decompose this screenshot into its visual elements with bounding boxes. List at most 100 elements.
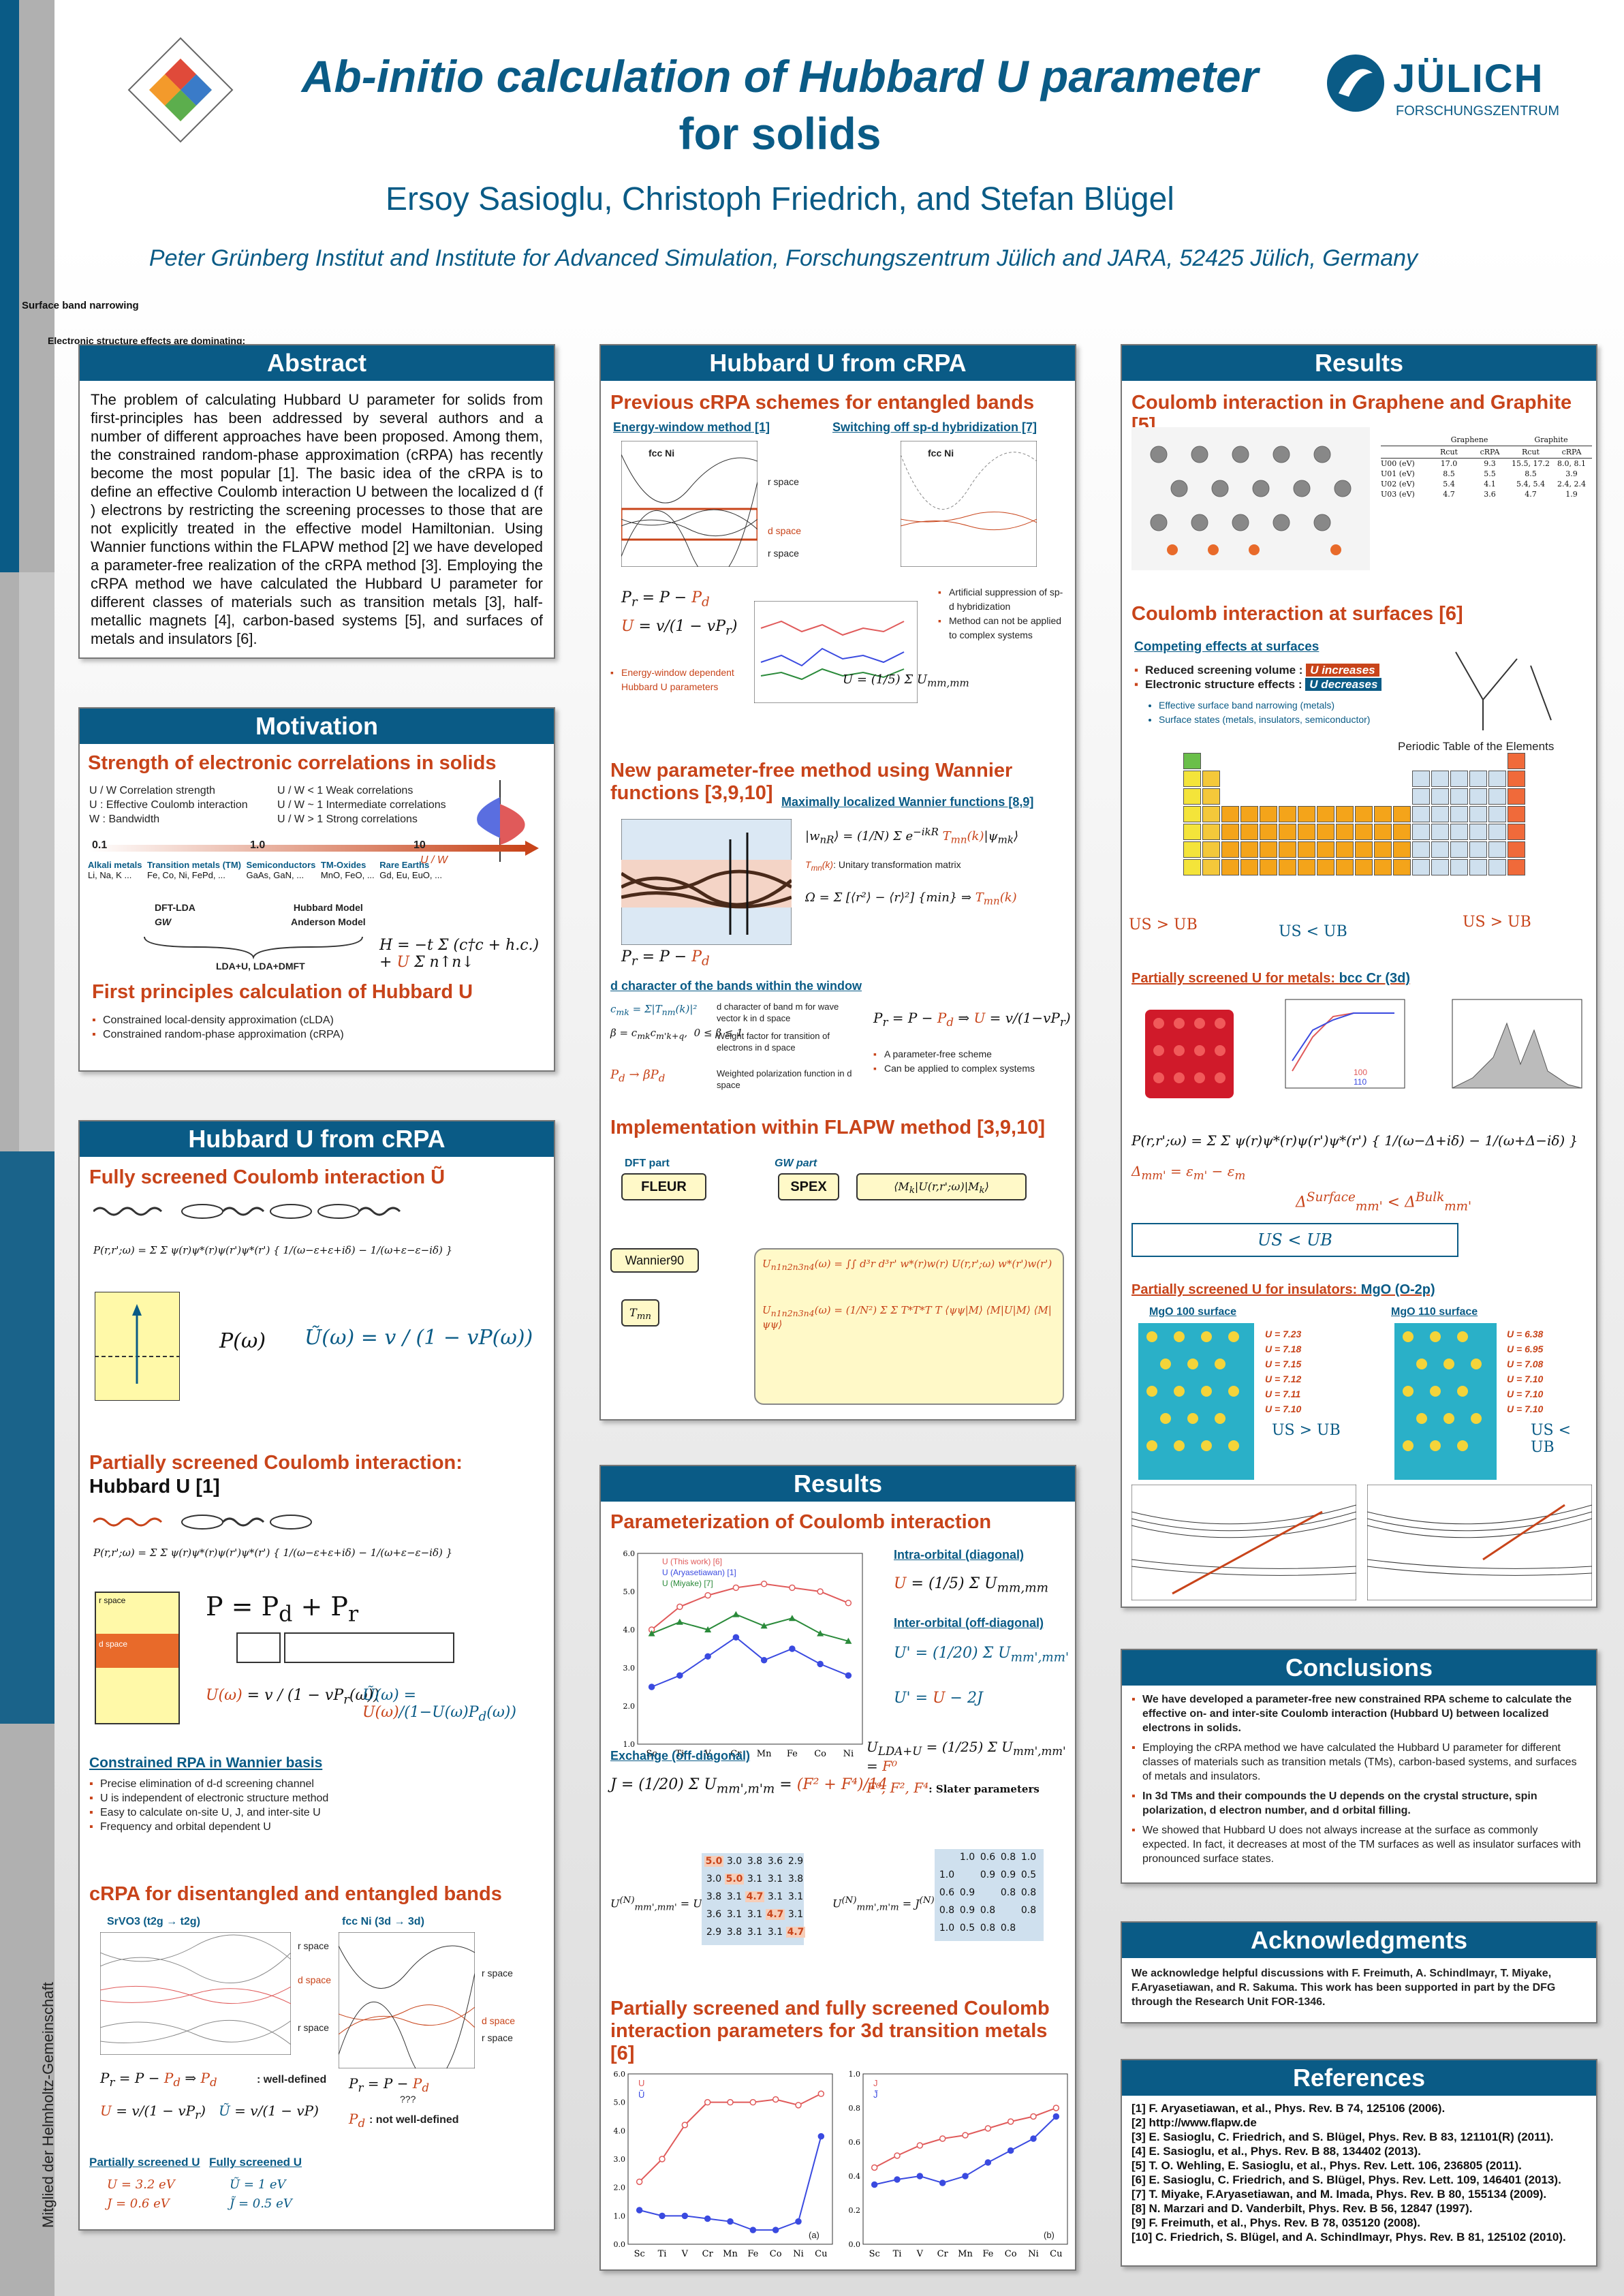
matrix-cell: 0.8 [1020,1887,1037,1898]
element-cell [1355,859,1373,875]
element-cell [1183,841,1201,858]
energy-window-link[interactable]: Energy-window method [1] [613,420,770,434]
data-point [939,2135,946,2142]
references-list: [1] F. Aryasetiawan, et al., Phys. Rev. … [1131,2102,1566,2244]
matrix-cell: 3.0 [726,1856,743,1867]
tm-j-chart-frame [862,2073,1068,2245]
table-cell: 15.5, 17.2 [1512,459,1550,468]
helmholtz-text: Mitglied der Helmholtz-Gemeinschaft [40,1982,57,2228]
matrix-element-box: ⟨Mk|U(r,r';ω)|Mk⟩ [856,1173,1027,1200]
matrix-cell: 3.1 [747,1927,763,1938]
matrix-cell: 0.5 [959,1923,975,1934]
element-cell [1202,771,1220,787]
element-cell [1469,771,1487,787]
juelich-logo-text: JÜLICH [1393,57,1544,101]
motivation-bullets: Constrained local-density approximation … [92,1013,344,1042]
us-lt-ub: US < UB [1279,923,1347,940]
j-matrix: 1.0 0.6 0.8 1.0 1.0 0.9 0.9 0.5 0.6 0.9 0.8 0.8 0.8 0… [935,1849,1044,1941]
element-cell [1431,841,1449,858]
switching-off-link[interactable]: Switching off sp-d hybridization [7] [832,420,1037,434]
pr-eq-2: Pr = P − Pd [621,948,710,969]
us-lt-ub-box: US < UB [1131,1223,1458,1257]
u-avg-eq: U = (1/5) Σ Umm,mm [843,672,969,689]
data-point [962,2173,969,2179]
y-tick-label: 6.0 [623,1549,636,1558]
x-tick-label: Ni [793,2249,804,2259]
srvo3-d-space: d space [298,1974,332,1985]
data-point [648,1684,655,1690]
y-tick-label: 6.0 [614,2070,626,2079]
element-cell [1431,824,1449,840]
y-tick-label: 2.0 [614,2184,626,2192]
data-point [704,1626,712,1632]
slater-label: F⁰, F², F⁴: Slater parameters [866,1780,1040,1796]
tm-u-legend-u: U [638,2078,645,2088]
exchange-eq: J = (1/20) Σ Umm',m'm = (F² + F⁴)/14 [610,1776,888,1797]
element-cell [1508,753,1525,769]
matrix-cell: 3.8 [747,1856,763,1867]
question-marks: ??? [400,2094,416,2105]
mlwf-link[interactable]: Maximally localized Wannier functions [8… [781,795,1034,809]
element-cell [1221,841,1239,858]
table-cell: 3.6 [1484,490,1496,499]
data-point [659,2156,666,2162]
element-cell [1431,859,1449,875]
dchar-note-2: Weight factor for transition of electron… [717,1031,830,1053]
table-row: U02 (eV) 5.4 4.1 5.4, 5.4 2.4, 2.4 [1381,479,1592,489]
y-tick-label: 0.0 [849,2240,861,2249]
mgo110-slab [1394,1323,1497,1480]
element-cell [1488,841,1506,858]
data-point [1007,2147,1014,2154]
table-row: U00 (eV) 17.0 9.3 15.5, 17.2 8.0, 8.1 [1381,459,1592,469]
acknowledgments-panel: Acknowledgments We acknowledge helpful d… [1121,1921,1597,2023]
data-point [676,1603,683,1611]
data-point [788,1615,796,1622]
mgo100-bands [1131,1485,1356,1600]
element-cell [1240,841,1258,858]
partially-screened-link[interactable]: Partially screened U [89,2156,200,2169]
data-point [681,2212,689,2220]
element-cell [1508,771,1525,787]
correlation-scale [89,841,539,856]
fleur-box: FLEUR [621,1173,706,1200]
element-cell [1488,771,1506,787]
motivation-title: Motivation [80,709,554,744]
element-cell [1336,841,1354,858]
poster-title: Ab-initio calculation of Hubbard U param… [245,48,1315,162]
data-point [760,1581,768,1587]
table-cell: 1.9 [1565,490,1578,499]
y-tick-label: 0.0 [614,2240,626,2249]
x-tick-label: Fe [747,2249,758,2259]
beta-eq: β = cmkcm'k+q, 0 ≤ β ≤ 1 [610,1027,743,1041]
element-cell [1469,859,1487,875]
data-point [749,2098,757,2106]
matrix-cell: 3.8 [787,1874,804,1884]
matrix-cell: 3.8 [726,1927,743,1938]
abstract-text: The problem of calculating Hubbard U par… [91,391,543,647]
previous-schemes-heading: Previous cRPA schemes for entangled band… [610,392,1035,414]
y-tick-label: 3.0 [614,2155,626,2164]
element-cell [1355,806,1373,822]
fully-screened-link[interactable]: Fully screened U [209,2156,302,2169]
delta-compare-eq: ΔSurfacemm' < ΔBulkmm' [1296,1190,1472,1214]
table-cell: 9.3 [1484,459,1496,468]
matrix-cell: 5.0 [704,1856,723,1867]
element-cell [1431,771,1449,787]
us-gt-ub-2: US > UB [1463,914,1531,931]
tm-j-chart: Sc Ti V Cr Mn Fe Co Ni Cu 0.0 0.2 0.4 0.6 0.8 1.0 [849,2070,1068,2259]
juelich-logo-icon [1327,55,1384,112]
wannier90-box: Wannier90 [610,1248,699,1273]
element-cell [1221,859,1239,875]
x-tick-label: Sc [634,2249,645,2259]
matrix-cell: 0.8 [980,1905,996,1916]
element-cell [1508,841,1525,858]
dchar-note-1: d character of band m for wave vector k … [717,1002,839,1023]
matrix-cell: 0.8 [1000,1887,1016,1898]
corr-cases: U / W < 1 Weak correlations U / W ~ 1 In… [277,785,446,825]
graphene-table: Graphene Graphite Rcut cRPA Rcut cRPA U00 (e… [1381,434,1592,499]
data-point [795,2102,802,2109]
left-stripe-blue [0,0,19,572]
polarization-eq-2: P(r,r';ω) = Σ Σ ψ(r)ψ*(r)ψ(r')ψ*(r') { 1… [93,1547,453,1559]
data-point [772,2227,779,2233]
periodic-table-title: Periodic Table of the Elements [1398,740,1555,753]
